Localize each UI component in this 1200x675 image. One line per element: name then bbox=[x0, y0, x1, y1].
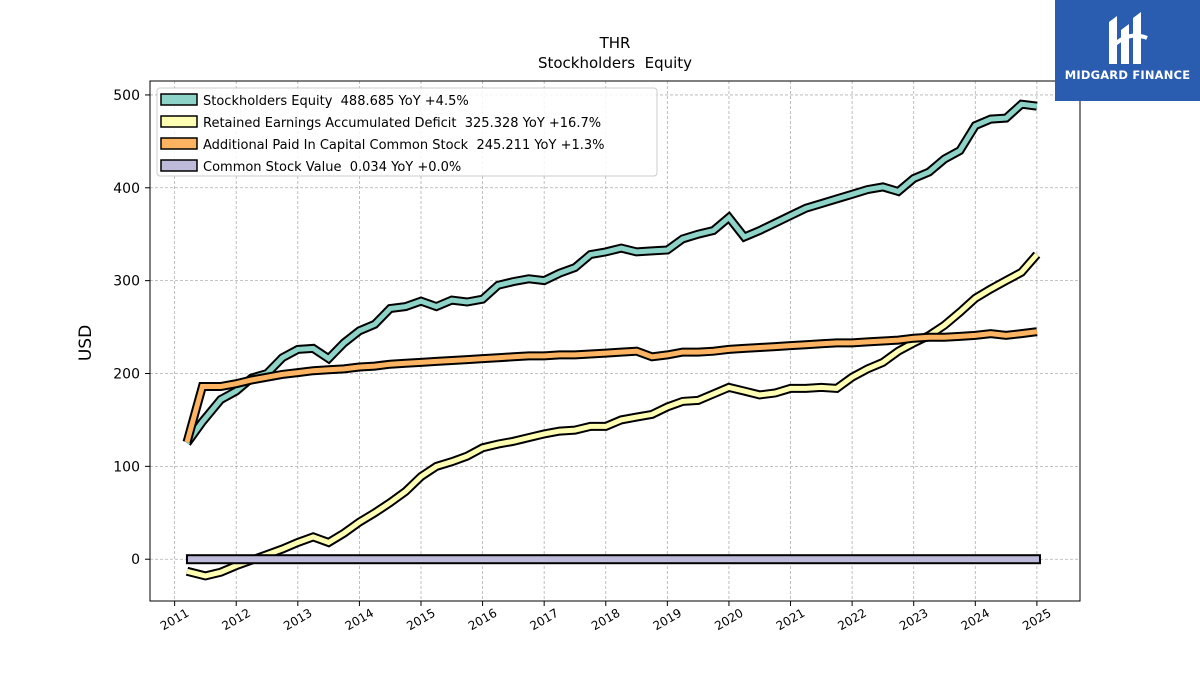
brand-name: MIDGARD FINANCE bbox=[1064, 68, 1191, 82]
legend-label: Stockholders Equity 488.685 YoY +4.5% bbox=[203, 94, 469, 109]
legend-swatch bbox=[160, 93, 198, 106]
x-tick-label: 2016 bbox=[466, 606, 499, 633]
legend-box bbox=[156, 87, 658, 177]
series-line-2 bbox=[184, 329, 1038, 443]
y-tick-label: 400 bbox=[113, 181, 140, 197]
chart-title: THR bbox=[599, 34, 631, 52]
x-tick-label: 2022 bbox=[835, 606, 868, 633]
series-line-0 bbox=[184, 101, 1038, 445]
x-tick-label: 2011 bbox=[158, 606, 191, 633]
legend-swatch bbox=[160, 115, 198, 128]
legend-swatch bbox=[160, 159, 198, 172]
x-tick-label: 2015 bbox=[404, 606, 437, 633]
legend-label: Retained Earnings Accumulated Deficit 32… bbox=[203, 116, 601, 131]
x-tick-label: 2019 bbox=[651, 606, 684, 633]
x-tick-label: 2024 bbox=[959, 606, 992, 633]
series-outline-1 bbox=[185, 251, 1041, 581]
x-tick-label: 2023 bbox=[897, 606, 930, 633]
plot-frame bbox=[149, 80, 1081, 602]
y-tick-label: 100 bbox=[113, 459, 140, 475]
legend-label: Common Stock Value 0.034 YoY +0.0% bbox=[203, 160, 461, 175]
y-tick-label: 200 bbox=[113, 367, 140, 383]
legend: Stockholders Equity 488.685 YoY +4.5% Ret… bbox=[156, 87, 658, 177]
x-tick-label: 2013 bbox=[281, 606, 314, 633]
x-tick-label: 2025 bbox=[1020, 606, 1053, 633]
x-tick-label: 2014 bbox=[343, 606, 376, 633]
brand-mark-icon bbox=[1109, 12, 1148, 64]
x-tick-label: 2020 bbox=[712, 606, 745, 633]
y-tick-label: 300 bbox=[113, 274, 140, 290]
y-axis-label: USD bbox=[76, 325, 96, 361]
x-tick-label: 2018 bbox=[589, 606, 622, 633]
series-layer bbox=[182, 99, 1041, 581]
legend-label: Additional Paid In Capital Common Stock … bbox=[203, 138, 605, 153]
x-tick-label: 2021 bbox=[774, 606, 807, 633]
x-tick-label: 2017 bbox=[527, 606, 560, 633]
y-tick-label: 500 bbox=[113, 88, 140, 104]
x-axis-ticks: 2011 2012 2013 2014 2015 2016 2017 2018 2019 2020… bbox=[158, 601, 1054, 633]
legend-swatch bbox=[160, 137, 198, 150]
y-tick-label: 0 bbox=[131, 552, 140, 568]
chart-subtitle: Stockholders Equity bbox=[538, 54, 692, 72]
x-tick-label: 2012 bbox=[219, 606, 252, 633]
brand-logo: MIDGARD FINANCE bbox=[1055, 0, 1200, 101]
y-axis-ticks: 0 100 200 300 400 500 bbox=[113, 88, 150, 568]
series-bar-common-stock bbox=[185, 554, 1041, 565]
series-line-1 bbox=[186, 252, 1039, 579]
